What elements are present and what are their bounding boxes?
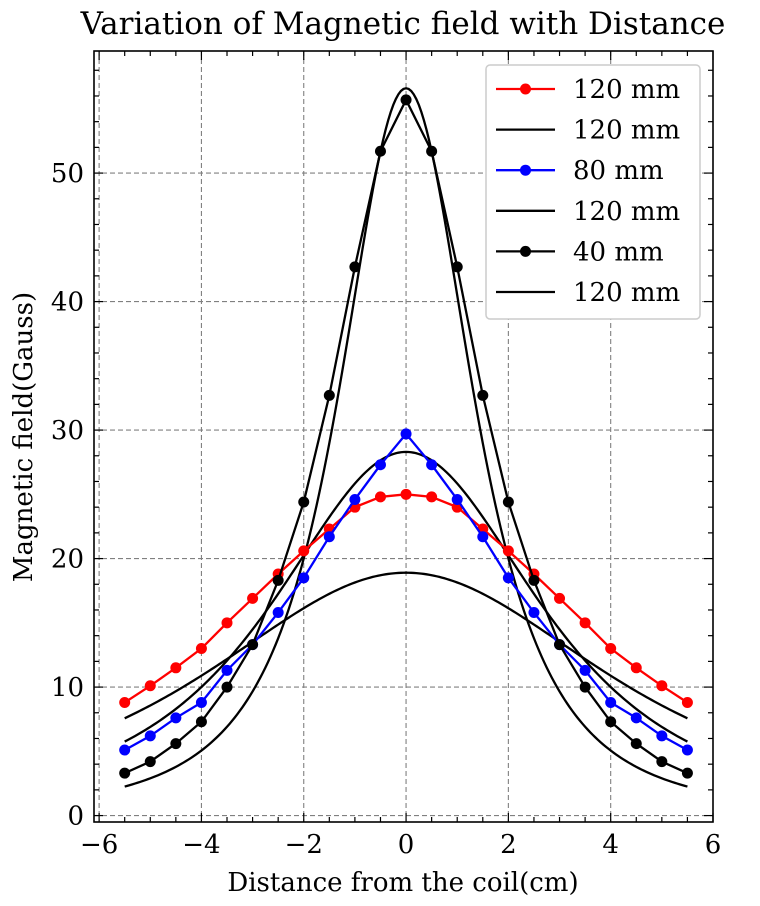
y-tick-label: 50 bbox=[51, 159, 84, 189]
data-point bbox=[119, 696, 131, 708]
data-point bbox=[323, 389, 335, 401]
data-point bbox=[144, 680, 156, 692]
axis-ticks bbox=[94, 51, 714, 822]
grid bbox=[94, 51, 713, 822]
plot-series bbox=[119, 87, 693, 788]
legend-label-1: 120 mm bbox=[573, 116, 680, 146]
data-point bbox=[170, 738, 182, 750]
data-point bbox=[605, 643, 617, 655]
data-point bbox=[681, 767, 693, 779]
data-point bbox=[349, 493, 361, 505]
data-point bbox=[272, 574, 284, 586]
data-point bbox=[298, 496, 310, 508]
data-point bbox=[579, 617, 591, 629]
data-point bbox=[272, 607, 284, 619]
data-point bbox=[477, 531, 489, 543]
data-point bbox=[502, 572, 514, 584]
data-point bbox=[374, 459, 386, 471]
data-point bbox=[195, 696, 207, 708]
data-point bbox=[195, 643, 207, 655]
x-tick-label: 2 bbox=[500, 830, 517, 860]
data-point bbox=[630, 712, 642, 724]
data-point bbox=[247, 639, 259, 651]
data-point bbox=[579, 681, 591, 693]
data-point bbox=[400, 428, 412, 440]
data-point bbox=[221, 664, 233, 676]
legend: 120 mm 120 mm 80 mm 120 mm 40 mm 120 mm bbox=[485, 64, 701, 320]
data-point bbox=[400, 488, 412, 500]
fit-curve-5 bbox=[124, 87, 688, 788]
y-tick-label: 0 bbox=[67, 802, 84, 832]
data-point bbox=[681, 744, 693, 756]
y-tick-label: 20 bbox=[51, 545, 84, 575]
data-point bbox=[477, 389, 489, 401]
y-axis-label: Magnetic field(Gauss) bbox=[9, 292, 39, 582]
legend-label-5: 120 mm bbox=[573, 278, 680, 308]
data-point bbox=[502, 545, 514, 557]
data-point bbox=[221, 681, 233, 693]
y-tick-label: 30 bbox=[51, 416, 84, 446]
data-point bbox=[195, 716, 207, 728]
plot-frame bbox=[93, 50, 714, 823]
data-point bbox=[170, 712, 182, 724]
data-point bbox=[656, 730, 668, 742]
data-point bbox=[374, 145, 386, 157]
data-point bbox=[528, 607, 540, 619]
data-point bbox=[451, 493, 463, 505]
legend-label-4: 40 mm bbox=[573, 237, 664, 267]
data-point bbox=[554, 639, 566, 651]
data-point bbox=[681, 696, 693, 708]
y-tick-label: 10 bbox=[51, 673, 84, 703]
data-point bbox=[144, 756, 156, 768]
x-tick-label: 4 bbox=[602, 830, 619, 860]
data-point bbox=[426, 491, 438, 503]
x-tick-label: −6 bbox=[80, 830, 118, 860]
legend-marker-0 bbox=[520, 83, 531, 95]
data-point bbox=[554, 592, 566, 604]
data-point bbox=[349, 261, 361, 273]
x-tick-label: 0 bbox=[398, 830, 415, 860]
data-point bbox=[119, 744, 131, 756]
legend-marker-2 bbox=[520, 164, 531, 176]
legend-label-0: 120 mm bbox=[573, 75, 680, 105]
x-axis-label: Distance from the coil(cm) bbox=[227, 868, 578, 898]
data-point bbox=[119, 767, 131, 779]
data-point bbox=[374, 491, 386, 503]
data-point bbox=[656, 680, 668, 692]
tick-labels: −6 −4 −2 0 2 4 6 0 10 20 30 40 50 bbox=[51, 159, 721, 860]
fit-curve-3 bbox=[124, 450, 688, 743]
x-tick-label: 6 bbox=[705, 830, 722, 860]
data-point bbox=[298, 572, 310, 584]
data-point bbox=[451, 261, 463, 273]
x-tick-label: −4 bbox=[182, 830, 220, 860]
data-point bbox=[144, 730, 156, 742]
legend-label-3: 120 mm bbox=[573, 197, 680, 227]
data-point bbox=[502, 496, 514, 508]
y-tick-label: 40 bbox=[51, 288, 84, 318]
data-point bbox=[528, 574, 540, 586]
data-point bbox=[426, 459, 438, 471]
x-tick-label: −2 bbox=[285, 830, 323, 860]
data-point bbox=[323, 531, 335, 543]
fit-curve-1 bbox=[124, 571, 688, 720]
data-point bbox=[605, 716, 617, 728]
data-point bbox=[247, 592, 259, 604]
data-point bbox=[170, 662, 182, 674]
data-point bbox=[579, 664, 591, 676]
data-point bbox=[298, 545, 310, 557]
data-point bbox=[605, 696, 617, 708]
legend-label-2: 80 mm bbox=[573, 156, 664, 186]
data-point bbox=[630, 662, 642, 674]
data-point bbox=[400, 94, 412, 106]
data-point bbox=[630, 738, 642, 750]
legend-marker-4 bbox=[520, 245, 531, 257]
data-point bbox=[426, 145, 438, 157]
chart-title: Variation of Magnetic field with Distanc… bbox=[80, 6, 726, 42]
data-point bbox=[656, 756, 668, 768]
data-point bbox=[221, 617, 233, 629]
